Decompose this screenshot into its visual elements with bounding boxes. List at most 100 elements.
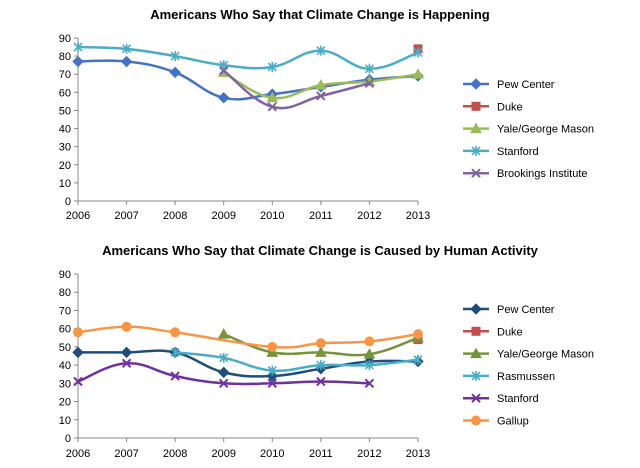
y-tick-label: 90 bbox=[59, 33, 71, 45]
x-tick-label: 2012 bbox=[357, 448, 381, 460]
legend-item: Yale/George Mason bbox=[463, 347, 594, 361]
y-tick-label: 20 bbox=[59, 160, 71, 172]
legend-marker bbox=[471, 145, 481, 156]
series-stanford bbox=[73, 42, 423, 74]
x-tick-label: 2012 bbox=[357, 210, 381, 222]
x-tick-label: 2007 bbox=[114, 448, 138, 460]
x-tick-label: 2013 bbox=[406, 448, 430, 460]
data-point bbox=[413, 47, 423, 58]
series-line-rasmussen bbox=[173, 351, 420, 373]
legend-marker bbox=[471, 326, 481, 336]
data-point bbox=[72, 55, 84, 68]
data-point bbox=[121, 358, 132, 368]
data-point bbox=[364, 63, 374, 74]
legend-item: Gallup bbox=[463, 415, 529, 428]
legend-item: Duke bbox=[463, 101, 523, 113]
data-point bbox=[219, 352, 229, 363]
legend-item: Stanford bbox=[463, 146, 539, 158]
data-point bbox=[120, 55, 133, 68]
x-tick-label: 2007 bbox=[114, 210, 138, 222]
data-point bbox=[267, 365, 277, 376]
y-tick-label: 80 bbox=[59, 287, 71, 299]
legend-marker bbox=[470, 122, 482, 134]
legend-item: Yale/George Mason bbox=[463, 122, 594, 136]
data-point bbox=[267, 102, 277, 112]
legend-item: Rasmussen bbox=[463, 371, 555, 383]
legend-label: Pew Center bbox=[497, 304, 555, 316]
x-tick-label: 2006 bbox=[66, 448, 90, 460]
chart-1: Americans Who Say that Climate Change is… bbox=[59, 7, 594, 222]
data-point bbox=[412, 68, 424, 79]
data-point bbox=[267, 61, 277, 72]
y-tick-label: 40 bbox=[59, 360, 71, 372]
legend-item: Brookings Institute bbox=[463, 168, 588, 180]
y-tick-label: 60 bbox=[59, 324, 71, 336]
data-point bbox=[315, 338, 326, 349]
legend-label: Stanford bbox=[497, 393, 539, 405]
data-point bbox=[170, 327, 181, 338]
legend-label: Stanford bbox=[497, 146, 539, 158]
legend-label: Yale/George Mason bbox=[497, 124, 594, 136]
data-point bbox=[316, 45, 326, 56]
y-tick-label: 90 bbox=[59, 269, 71, 281]
series-gallup bbox=[73, 321, 423, 352]
series-pew-center bbox=[72, 346, 424, 382]
series-brookings-institute bbox=[219, 65, 375, 112]
x-tick-label: 2006 bbox=[66, 210, 90, 222]
x-tick-label: 2009 bbox=[211, 210, 235, 222]
y-tick-label: 0 bbox=[65, 196, 71, 208]
x-tick-label: 2013 bbox=[406, 210, 430, 222]
data-point bbox=[170, 347, 180, 358]
y-tick-label: 10 bbox=[59, 178, 71, 190]
legend-marker bbox=[471, 393, 481, 403]
data-point bbox=[218, 92, 230, 104]
data-point bbox=[267, 341, 278, 352]
series-yale-george-mason bbox=[217, 328, 424, 359]
data-point bbox=[363, 348, 376, 359]
y-tick-label: 0 bbox=[65, 433, 71, 445]
data-point bbox=[217, 328, 230, 339]
data-point bbox=[316, 91, 326, 101]
x-tick-label: 2008 bbox=[163, 448, 187, 460]
y-tick-label: 60 bbox=[59, 87, 71, 99]
data-point bbox=[364, 336, 375, 347]
data-point bbox=[73, 327, 83, 338]
legend-label: Rasmussen bbox=[497, 371, 555, 383]
series-stanford bbox=[73, 358, 375, 389]
data-point bbox=[219, 65, 229, 76]
y-tick-label: 30 bbox=[59, 142, 71, 154]
y-tick-label: 20 bbox=[59, 397, 71, 409]
legend-label: Duke bbox=[497, 326, 523, 338]
y-tick-label: 40 bbox=[59, 124, 71, 136]
legend-marker bbox=[471, 101, 481, 111]
series-rasmussen bbox=[170, 347, 423, 376]
data-point bbox=[364, 360, 374, 371]
legend-label: Gallup bbox=[497, 416, 529, 428]
legend-marker bbox=[470, 303, 482, 315]
legend-marker bbox=[471, 168, 481, 178]
data-point bbox=[413, 354, 423, 365]
x-tick-label: 2011 bbox=[309, 448, 333, 460]
series-line-stanford bbox=[76, 45, 420, 71]
y-tick-label: 30 bbox=[59, 378, 71, 390]
chart-title: Americans Who Say that Climate Change is… bbox=[150, 7, 490, 22]
x-tick-label: 2009 bbox=[211, 448, 235, 460]
legend-marker bbox=[471, 370, 481, 381]
y-tick-label: 50 bbox=[59, 342, 71, 354]
data-point bbox=[364, 378, 375, 389]
legend-marker bbox=[470, 347, 482, 359]
data-point bbox=[72, 346, 84, 359]
legend-item: Pew Center bbox=[463, 78, 555, 91]
series-line-brookings-institute bbox=[222, 69, 371, 110]
data-point bbox=[169, 66, 181, 79]
data-point bbox=[267, 378, 277, 389]
data-point bbox=[316, 360, 326, 371]
legend: Pew Center Duke Yale/George Mason Stanford B… bbox=[463, 78, 594, 180]
x-tick-label: 2010 bbox=[260, 448, 284, 460]
legend-item: Duke bbox=[463, 326, 523, 338]
legend-marker bbox=[470, 78, 482, 90]
data-point bbox=[364, 78, 375, 88]
y-tick-label: 10 bbox=[59, 415, 71, 427]
legend-item: Stanford bbox=[463, 393, 539, 405]
